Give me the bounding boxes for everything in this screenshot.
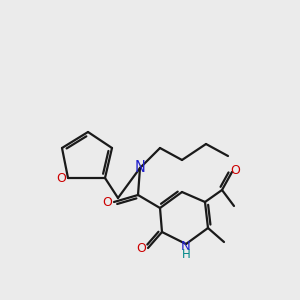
Text: O: O (56, 172, 66, 184)
Text: N: N (135, 160, 146, 175)
Text: O: O (136, 242, 146, 256)
Text: N: N (181, 239, 191, 253)
Text: H: H (182, 248, 190, 260)
Text: O: O (230, 164, 240, 176)
Text: O: O (102, 196, 112, 209)
